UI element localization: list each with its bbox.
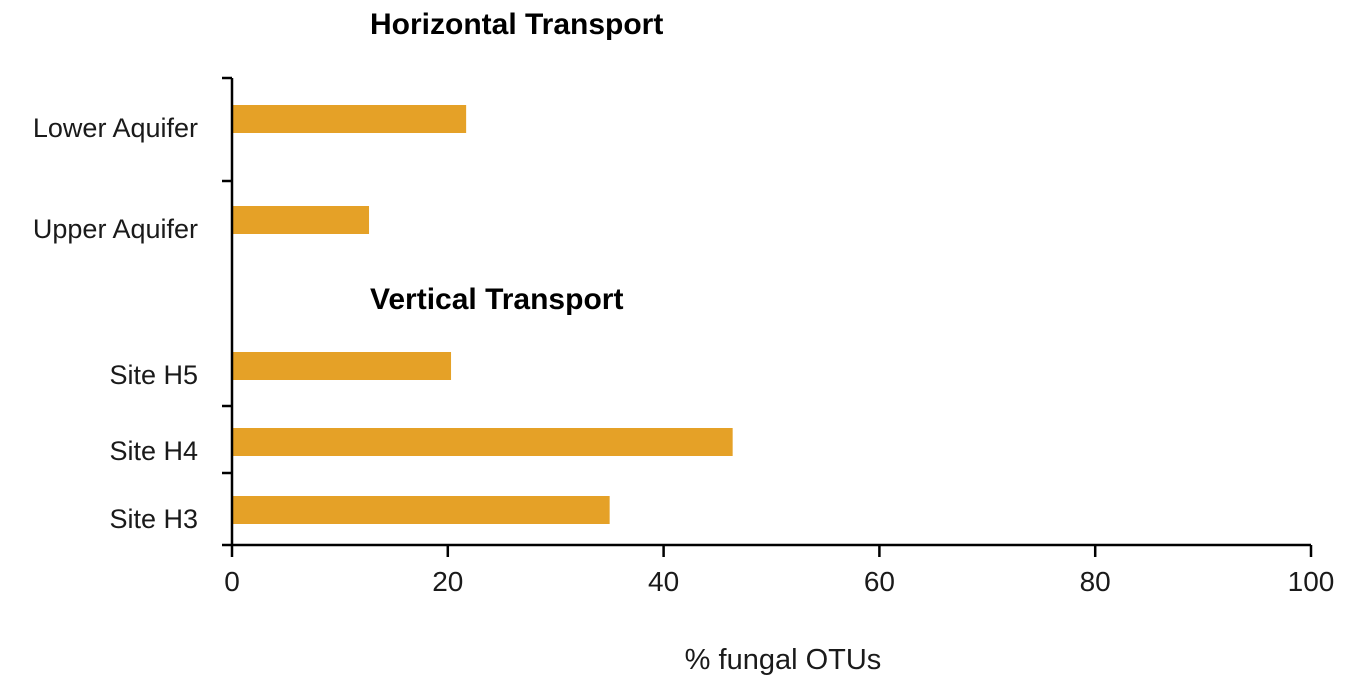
category-label-site-h4: Site H4 xyxy=(109,436,198,466)
x-tick-label-20: 20 xyxy=(432,566,463,597)
bar-site-h5 xyxy=(232,352,452,380)
labels-layer: 0 20 40 60 80 100 Lower Aquifer Upper Aquifer Si… xyxy=(33,113,1334,597)
bar-upper-aquifer xyxy=(232,206,370,234)
bar-site-h3 xyxy=(232,496,610,524)
x-tick-label-60: 60 xyxy=(864,566,895,597)
x-tick-label-40: 40 xyxy=(648,566,679,597)
x-tick-label-100: 100 xyxy=(1288,566,1335,597)
group-title-vertical-transport: Vertical Transport xyxy=(370,283,623,316)
category-label-site-h3: Site H3 xyxy=(109,504,198,534)
category-label-upper-aquifer: Upper Aquifer xyxy=(33,214,198,244)
x-tick-label-0: 0 xyxy=(224,566,240,597)
bar-lower-aquifer xyxy=(232,105,467,133)
bars-layer xyxy=(232,105,733,524)
ticks-layer xyxy=(222,76,1313,557)
x-axis-title: % fungal OTUs xyxy=(685,644,882,676)
group-title-horizontal-transport: Horizontal Transport xyxy=(370,8,663,41)
axes-layer xyxy=(222,78,1311,547)
category-label-site-h5: Site H5 xyxy=(109,360,198,390)
category-label-lower-aquifer: Lower Aquifer xyxy=(33,113,198,143)
x-tick-label-80: 80 xyxy=(1080,566,1111,597)
bar-site-h4 xyxy=(232,428,733,456)
